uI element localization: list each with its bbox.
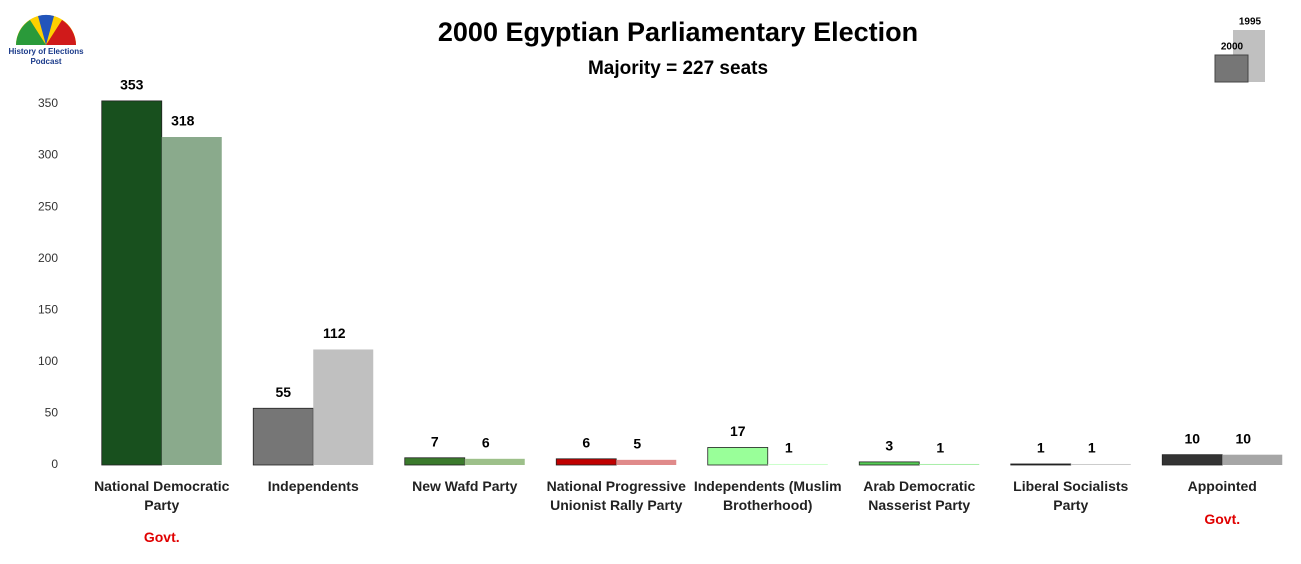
bar <box>767 463 828 465</box>
value-label: 112 <box>323 325 346 341</box>
annotation: Govt. <box>1204 511 1241 527</box>
y-tick-label: 150 <box>38 302 58 316</box>
bar <box>1222 454 1283 465</box>
y-tick-label: 300 <box>38 148 58 162</box>
value-label: 5 <box>633 436 641 452</box>
bar <box>1070 463 1131 465</box>
logo: History of Elections Podcast <box>8 14 84 66</box>
x-tick-label: Arab Democratic Nasserist Party <box>863 478 976 513</box>
logo-text: History of Elections <box>8 47 84 56</box>
legend-swatch <box>1214 54 1249 83</box>
x-tick-label: New Wafd Party <box>412 478 518 494</box>
value-label: 10 <box>1235 430 1251 446</box>
x-tick-label: Liberal Socialists Party <box>1013 478 1129 513</box>
bar <box>464 458 525 465</box>
bar <box>1010 463 1072 466</box>
chart-subtitle: Majority = 227 seats <box>588 58 768 79</box>
chart-title: 2000 Egyptian Parliamentary Election <box>438 17 918 47</box>
bar <box>555 458 617 466</box>
value-label: 1 <box>785 440 793 456</box>
x-tick-label: Appointed <box>1187 478 1257 494</box>
bar <box>707 447 769 466</box>
value-label: 7 <box>431 433 439 449</box>
value-label: 318 <box>171 113 195 129</box>
value-label: 353 <box>120 77 144 93</box>
value-label: 1 <box>936 440 944 456</box>
bar <box>404 457 466 466</box>
logo-text: Podcast <box>30 57 61 66</box>
value-label: 6 <box>482 435 490 451</box>
bar <box>1161 454 1223 466</box>
bar <box>858 461 920 466</box>
x-tick-label: National Progressive Unionist Rally Part… <box>546 478 686 513</box>
y-tick-label: 350 <box>38 96 58 110</box>
y-tick-label: 100 <box>38 354 58 368</box>
bar <box>313 349 374 465</box>
bar <box>161 137 222 465</box>
value-label: 3 <box>885 438 893 454</box>
value-label: 1 <box>1037 440 1045 456</box>
logo-arc <box>46 20 76 45</box>
legend-label: 1995 <box>1239 17 1262 28</box>
value-label: 1 <box>1088 440 1096 456</box>
bar <box>101 100 163 466</box>
bar <box>919 463 980 465</box>
value-label: 6 <box>582 435 590 451</box>
logo-arc <box>16 20 46 45</box>
logo-arc <box>38 14 54 45</box>
value-label: 10 <box>1184 430 1200 446</box>
legend: 1995 2000 <box>1214 17 1265 83</box>
y-tick-label: 0 <box>51 457 58 471</box>
bar <box>616 459 677 465</box>
x-tick-label: Independents <box>267 478 359 494</box>
x-tick-label: National Democratic Party <box>94 478 230 513</box>
value-label: 55 <box>275 384 291 400</box>
legend-label: 2000 <box>1221 42 1244 53</box>
y-tick-label: 50 <box>45 406 59 420</box>
annotation: Govt. <box>143 529 180 545</box>
x-tick-label: Independents (Muslim Brotherhood) <box>693 478 842 513</box>
y-tick-label: 200 <box>38 251 58 265</box>
y-tick-label: 250 <box>38 199 58 213</box>
bar <box>252 407 314 466</box>
value-label: 17 <box>730 423 746 439</box>
